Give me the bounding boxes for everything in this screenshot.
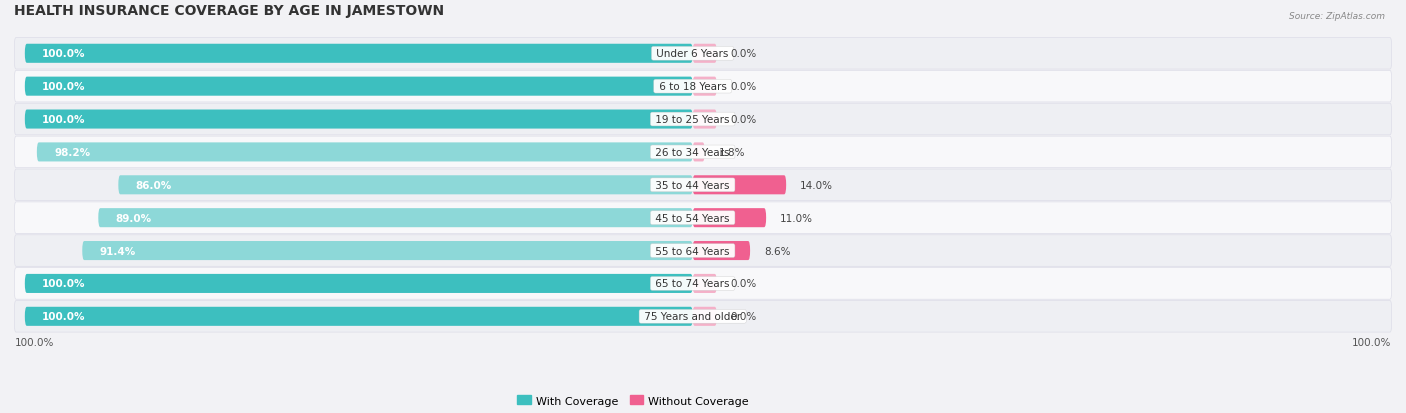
Text: 55 to 64 Years: 55 to 64 Years xyxy=(652,246,733,256)
Text: 100.0%: 100.0% xyxy=(42,115,86,125)
Text: 86.0%: 86.0% xyxy=(135,180,172,190)
FancyBboxPatch shape xyxy=(25,110,693,129)
FancyBboxPatch shape xyxy=(25,307,693,326)
Text: 100.0%: 100.0% xyxy=(42,49,86,59)
Text: 0.0%: 0.0% xyxy=(731,115,756,125)
Text: 0.0%: 0.0% xyxy=(731,311,756,322)
Text: 0.0%: 0.0% xyxy=(731,49,756,59)
FancyBboxPatch shape xyxy=(693,45,717,64)
Text: 75 Years and older: 75 Years and older xyxy=(641,311,744,322)
Text: 0.0%: 0.0% xyxy=(731,279,756,289)
Text: 100.0%: 100.0% xyxy=(42,279,86,289)
FancyBboxPatch shape xyxy=(693,307,717,326)
FancyBboxPatch shape xyxy=(83,242,693,261)
Legend: With Coverage, Without Coverage: With Coverage, Without Coverage xyxy=(513,391,754,410)
Text: 35 to 44 Years: 35 to 44 Years xyxy=(652,180,733,190)
Text: HEALTH INSURANCE COVERAGE BY AGE IN JAMESTOWN: HEALTH INSURANCE COVERAGE BY AGE IN JAME… xyxy=(14,4,444,18)
Text: 100.0%: 100.0% xyxy=(42,82,86,92)
FancyBboxPatch shape xyxy=(25,45,693,64)
Text: 45 to 54 Years: 45 to 54 Years xyxy=(652,213,733,223)
FancyBboxPatch shape xyxy=(14,38,1392,70)
FancyBboxPatch shape xyxy=(14,235,1392,267)
FancyBboxPatch shape xyxy=(37,143,693,162)
FancyBboxPatch shape xyxy=(693,242,751,261)
Text: 11.0%: 11.0% xyxy=(780,213,813,223)
FancyBboxPatch shape xyxy=(693,209,766,228)
Text: 14.0%: 14.0% xyxy=(800,180,832,190)
FancyBboxPatch shape xyxy=(14,202,1392,234)
Text: 100.0%: 100.0% xyxy=(42,311,86,322)
Text: 1.8%: 1.8% xyxy=(718,147,745,157)
FancyBboxPatch shape xyxy=(693,110,717,129)
Text: 100.0%: 100.0% xyxy=(14,337,53,347)
FancyBboxPatch shape xyxy=(14,137,1392,168)
Text: 100.0%: 100.0% xyxy=(1353,337,1392,347)
Text: 19 to 25 Years: 19 to 25 Years xyxy=(652,115,733,125)
FancyBboxPatch shape xyxy=(693,143,704,162)
FancyBboxPatch shape xyxy=(14,71,1392,103)
Text: 8.6%: 8.6% xyxy=(763,246,790,256)
Text: 89.0%: 89.0% xyxy=(115,213,152,223)
FancyBboxPatch shape xyxy=(693,78,717,97)
Text: 26 to 34 Years: 26 to 34 Years xyxy=(652,147,733,157)
Text: 91.4%: 91.4% xyxy=(100,246,136,256)
Text: 98.2%: 98.2% xyxy=(53,147,90,157)
FancyBboxPatch shape xyxy=(25,274,693,293)
FancyBboxPatch shape xyxy=(25,78,693,97)
FancyBboxPatch shape xyxy=(118,176,693,195)
Text: 0.0%: 0.0% xyxy=(731,82,756,92)
FancyBboxPatch shape xyxy=(98,209,693,228)
FancyBboxPatch shape xyxy=(693,274,717,293)
FancyBboxPatch shape xyxy=(14,104,1392,135)
Text: Source: ZipAtlas.com: Source: ZipAtlas.com xyxy=(1289,12,1385,21)
FancyBboxPatch shape xyxy=(14,170,1392,201)
FancyBboxPatch shape xyxy=(14,301,1392,332)
Text: Under 6 Years: Under 6 Years xyxy=(654,49,733,59)
FancyBboxPatch shape xyxy=(693,176,786,195)
Text: 65 to 74 Years: 65 to 74 Years xyxy=(652,279,733,289)
Text: 6 to 18 Years: 6 to 18 Years xyxy=(655,82,730,92)
FancyBboxPatch shape xyxy=(14,268,1392,299)
